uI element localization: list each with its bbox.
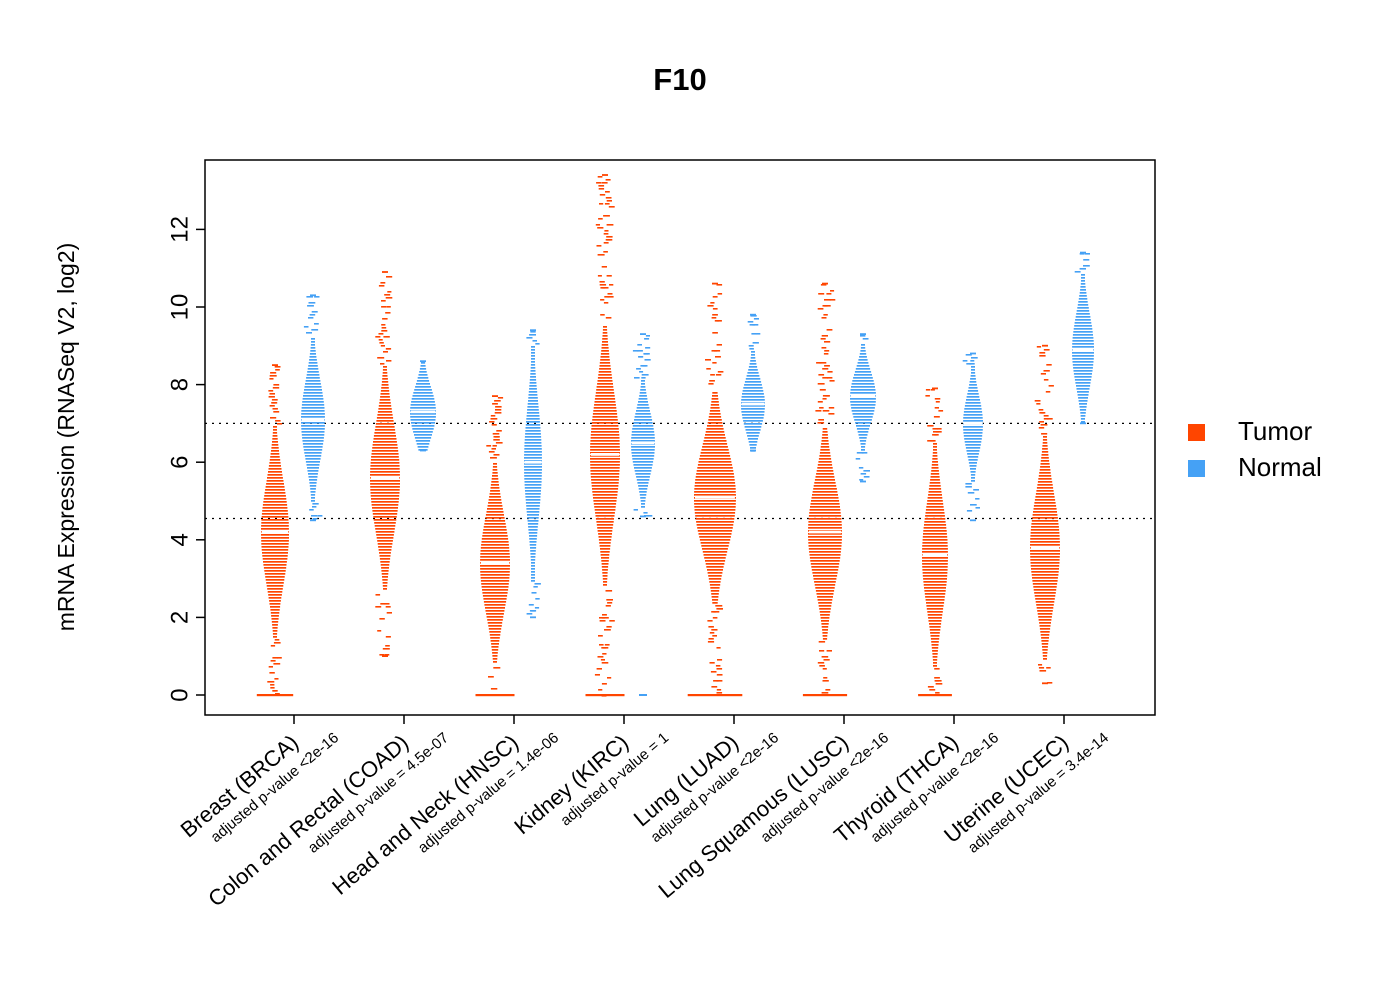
violin-normal-hnsc bbox=[524, 329, 542, 619]
violin-tumor-luad bbox=[687, 282, 743, 697]
violin-tumor-hnsc bbox=[475, 395, 515, 697]
violin-tumor-brca bbox=[256, 364, 294, 697]
y-tick-label: 6 bbox=[167, 456, 194, 469]
legend-tumor-swatch bbox=[1188, 424, 1205, 441]
y-tick-label: 10 bbox=[167, 294, 194, 321]
y-tick-label: 4 bbox=[167, 533, 194, 546]
violin-normal-kirc bbox=[631, 333, 655, 696]
x-category-label: Uterine (UCEC)adjusted p-value = 3.4e-14 bbox=[939, 729, 1112, 856]
violin-normal-lusc bbox=[850, 333, 876, 483]
violin-normal-luad bbox=[741, 313, 765, 452]
legend-normal-label: Normal bbox=[1238, 452, 1322, 482]
violin-normal-coad bbox=[410, 360, 436, 452]
violin-tumor-coad bbox=[370, 271, 400, 657]
violin-tumor-ucec bbox=[1030, 344, 1060, 685]
y-tick-label: 2 bbox=[167, 611, 194, 624]
legend: Tumor Normal bbox=[1188, 416, 1322, 482]
y-tick-label: 12 bbox=[167, 216, 194, 243]
violin-normal-brca bbox=[301, 294, 325, 522]
legend-normal-swatch bbox=[1188, 460, 1205, 477]
chart-title: F10 bbox=[653, 62, 706, 97]
violin-normal-ucec bbox=[1072, 251, 1094, 425]
violin-normal-thca bbox=[962, 352, 983, 522]
y-tick-label: 0 bbox=[167, 688, 194, 701]
violin-tumor-kirc bbox=[585, 174, 625, 697]
legend-tumor-label: Tumor bbox=[1238, 416, 1312, 446]
plot-border bbox=[204, 159, 1156, 716]
violin-tumor-lusc bbox=[802, 282, 848, 697]
y-axis-title: mRNA Expression (RNASeq V2, log2) bbox=[53, 243, 79, 632]
y-tick-label: 8 bbox=[167, 378, 194, 391]
violin-tumor-thca bbox=[918, 387, 952, 697]
